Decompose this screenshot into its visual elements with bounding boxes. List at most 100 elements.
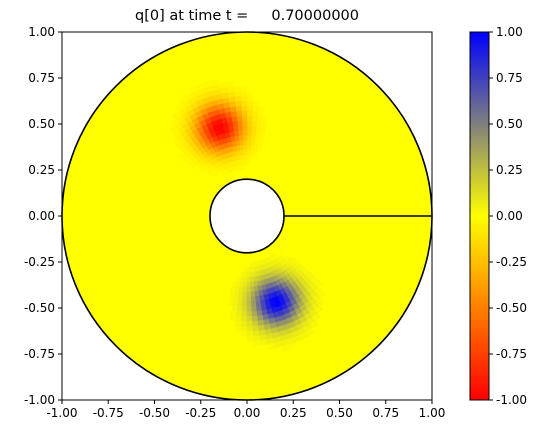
heatmap-cell [246,120,253,126]
inner-boundary-circle [209,178,285,254]
heatmap-cell [246,115,253,121]
heatmap-cell [234,325,242,332]
heatmap-cell [246,286,252,293]
colorbar-gradient [469,31,490,401]
heatmap-cell [178,151,187,159]
heatmap-cell [238,286,244,293]
heatmap-cell [235,110,243,117]
heatmap-cell [242,286,248,293]
heatmap-cell [240,90,248,97]
heatmap-cell [257,105,265,113]
heatmap-cell [251,115,258,122]
colorbar-tick-label: -0.75 [496,347,527,361]
heatmap-cell [235,320,242,327]
heatmap-cell [317,290,326,299]
y-tick-label: -1.00 [24,393,55,407]
heatmap-cell [250,144,255,151]
heatmap-cell [255,130,261,137]
colorbar-tick-label: 0.50 [496,117,523,131]
heatmap-cell [246,321,254,327]
x-tick-label: 0.25 [280,406,307,420]
heatmap-cell [234,95,242,102]
heatmap-cell [251,315,259,322]
heatmap-cell [309,320,319,330]
y-tick-label: -0.50 [24,301,55,315]
colorbar-ticks: 1.00 0.75 0.50 0.25 0.00 -0.25 -0.50 -0.75 -1.00 [489,25,527,407]
heatmap-cell [250,134,256,141]
x-tick-label: 0.75 [372,406,399,420]
heatmap-cell [236,305,243,312]
heatmap-cell [246,90,254,97]
heatmap-cell [235,315,243,322]
heatmap-cell [241,124,248,131]
heatmap-cell [252,105,259,112]
heatmap-cell [240,105,248,111]
heatmap-cell [243,267,248,273]
heatmap-cell [246,335,254,342]
heatmap-cell [236,310,243,317]
x-tick-label: 1.00 [419,406,446,420]
y-tick-label: 1.00 [28,25,55,39]
heatmap-cell [242,281,248,288]
colorbar-tick-label: -1.00 [496,393,527,407]
heatmap-cell [242,139,248,146]
heatmap-cell [246,154,251,160]
heatmap-cell [242,291,248,298]
heatmap-cell [242,129,248,136]
colorbar-tick-label: 1.00 [496,25,523,39]
heatmap-cell [246,276,251,283]
heatmap-cell [252,320,259,327]
heatmap-cell [243,276,248,283]
y-tick-label: -0.75 [24,347,55,361]
heatmap-cell [251,305,258,312]
heatmap-cell [239,276,245,283]
heatmap-cell [246,100,254,107]
heatmap-cell [239,281,244,288]
heatmap-cell [253,335,261,342]
heatmap-cell [246,301,253,308]
heatmap-cell [237,125,243,131]
y-tick-label: -0.25 [24,255,55,269]
x-tick-label: -0.50 [139,406,170,420]
heatmap-cell [246,296,252,303]
heatmap-cell [172,110,182,120]
heatmap-cell [251,310,258,317]
y-tick-label: 0.25 [28,163,55,177]
heatmap-cell [240,325,248,332]
heatmap-cell [241,301,248,308]
colorbar: 1.00 0.75 0.50 0.25 0.00 -0.25 -0.50 -0.75 -1.00 [469,25,527,407]
heatmap-cell [246,139,252,146]
x-tick-label: 0.50 [326,406,353,420]
heatmap-cell [218,82,227,90]
heatmap-cell [242,144,248,151]
heatmap-cell [305,328,316,337]
heatmap-cell [246,105,254,111]
heatmap-cell [246,159,251,165]
heatmap-cell [238,291,244,298]
heatmap-cell [252,100,260,107]
heatmap-cell [246,306,253,312]
heatmap-cell [235,105,242,112]
x-axis: -1.00 -0.75 -0.50 -0.25 0.00 0.25 0.50 0.75 1.00 [46,400,445,420]
heatmap-cell [241,311,248,317]
heatmap-cell [246,325,254,332]
heatmap-cell [255,125,262,132]
colorbar-tick-label: -0.25 [496,255,527,269]
heatmap-cell [246,311,253,317]
colorbar-tick-label: -0.50 [496,301,527,315]
y-tick-label: 0.00 [28,209,55,223]
heatmap-cell [246,149,251,156]
heatmap-cell [240,100,248,107]
heatmap-cell [171,137,180,146]
heatmap-cell [314,305,324,314]
heatmap-cell [253,340,262,347]
x-tick-label: -0.25 [185,406,216,420]
x-tick-label: -1.00 [46,406,77,420]
x-tick-label: 0.00 [234,406,261,420]
heatmap-cell [232,85,241,92]
heatmap-cell [232,300,239,307]
heatmap-cell [246,144,252,151]
heatmap-cell [246,330,254,337]
heatmap-cell [249,154,254,161]
